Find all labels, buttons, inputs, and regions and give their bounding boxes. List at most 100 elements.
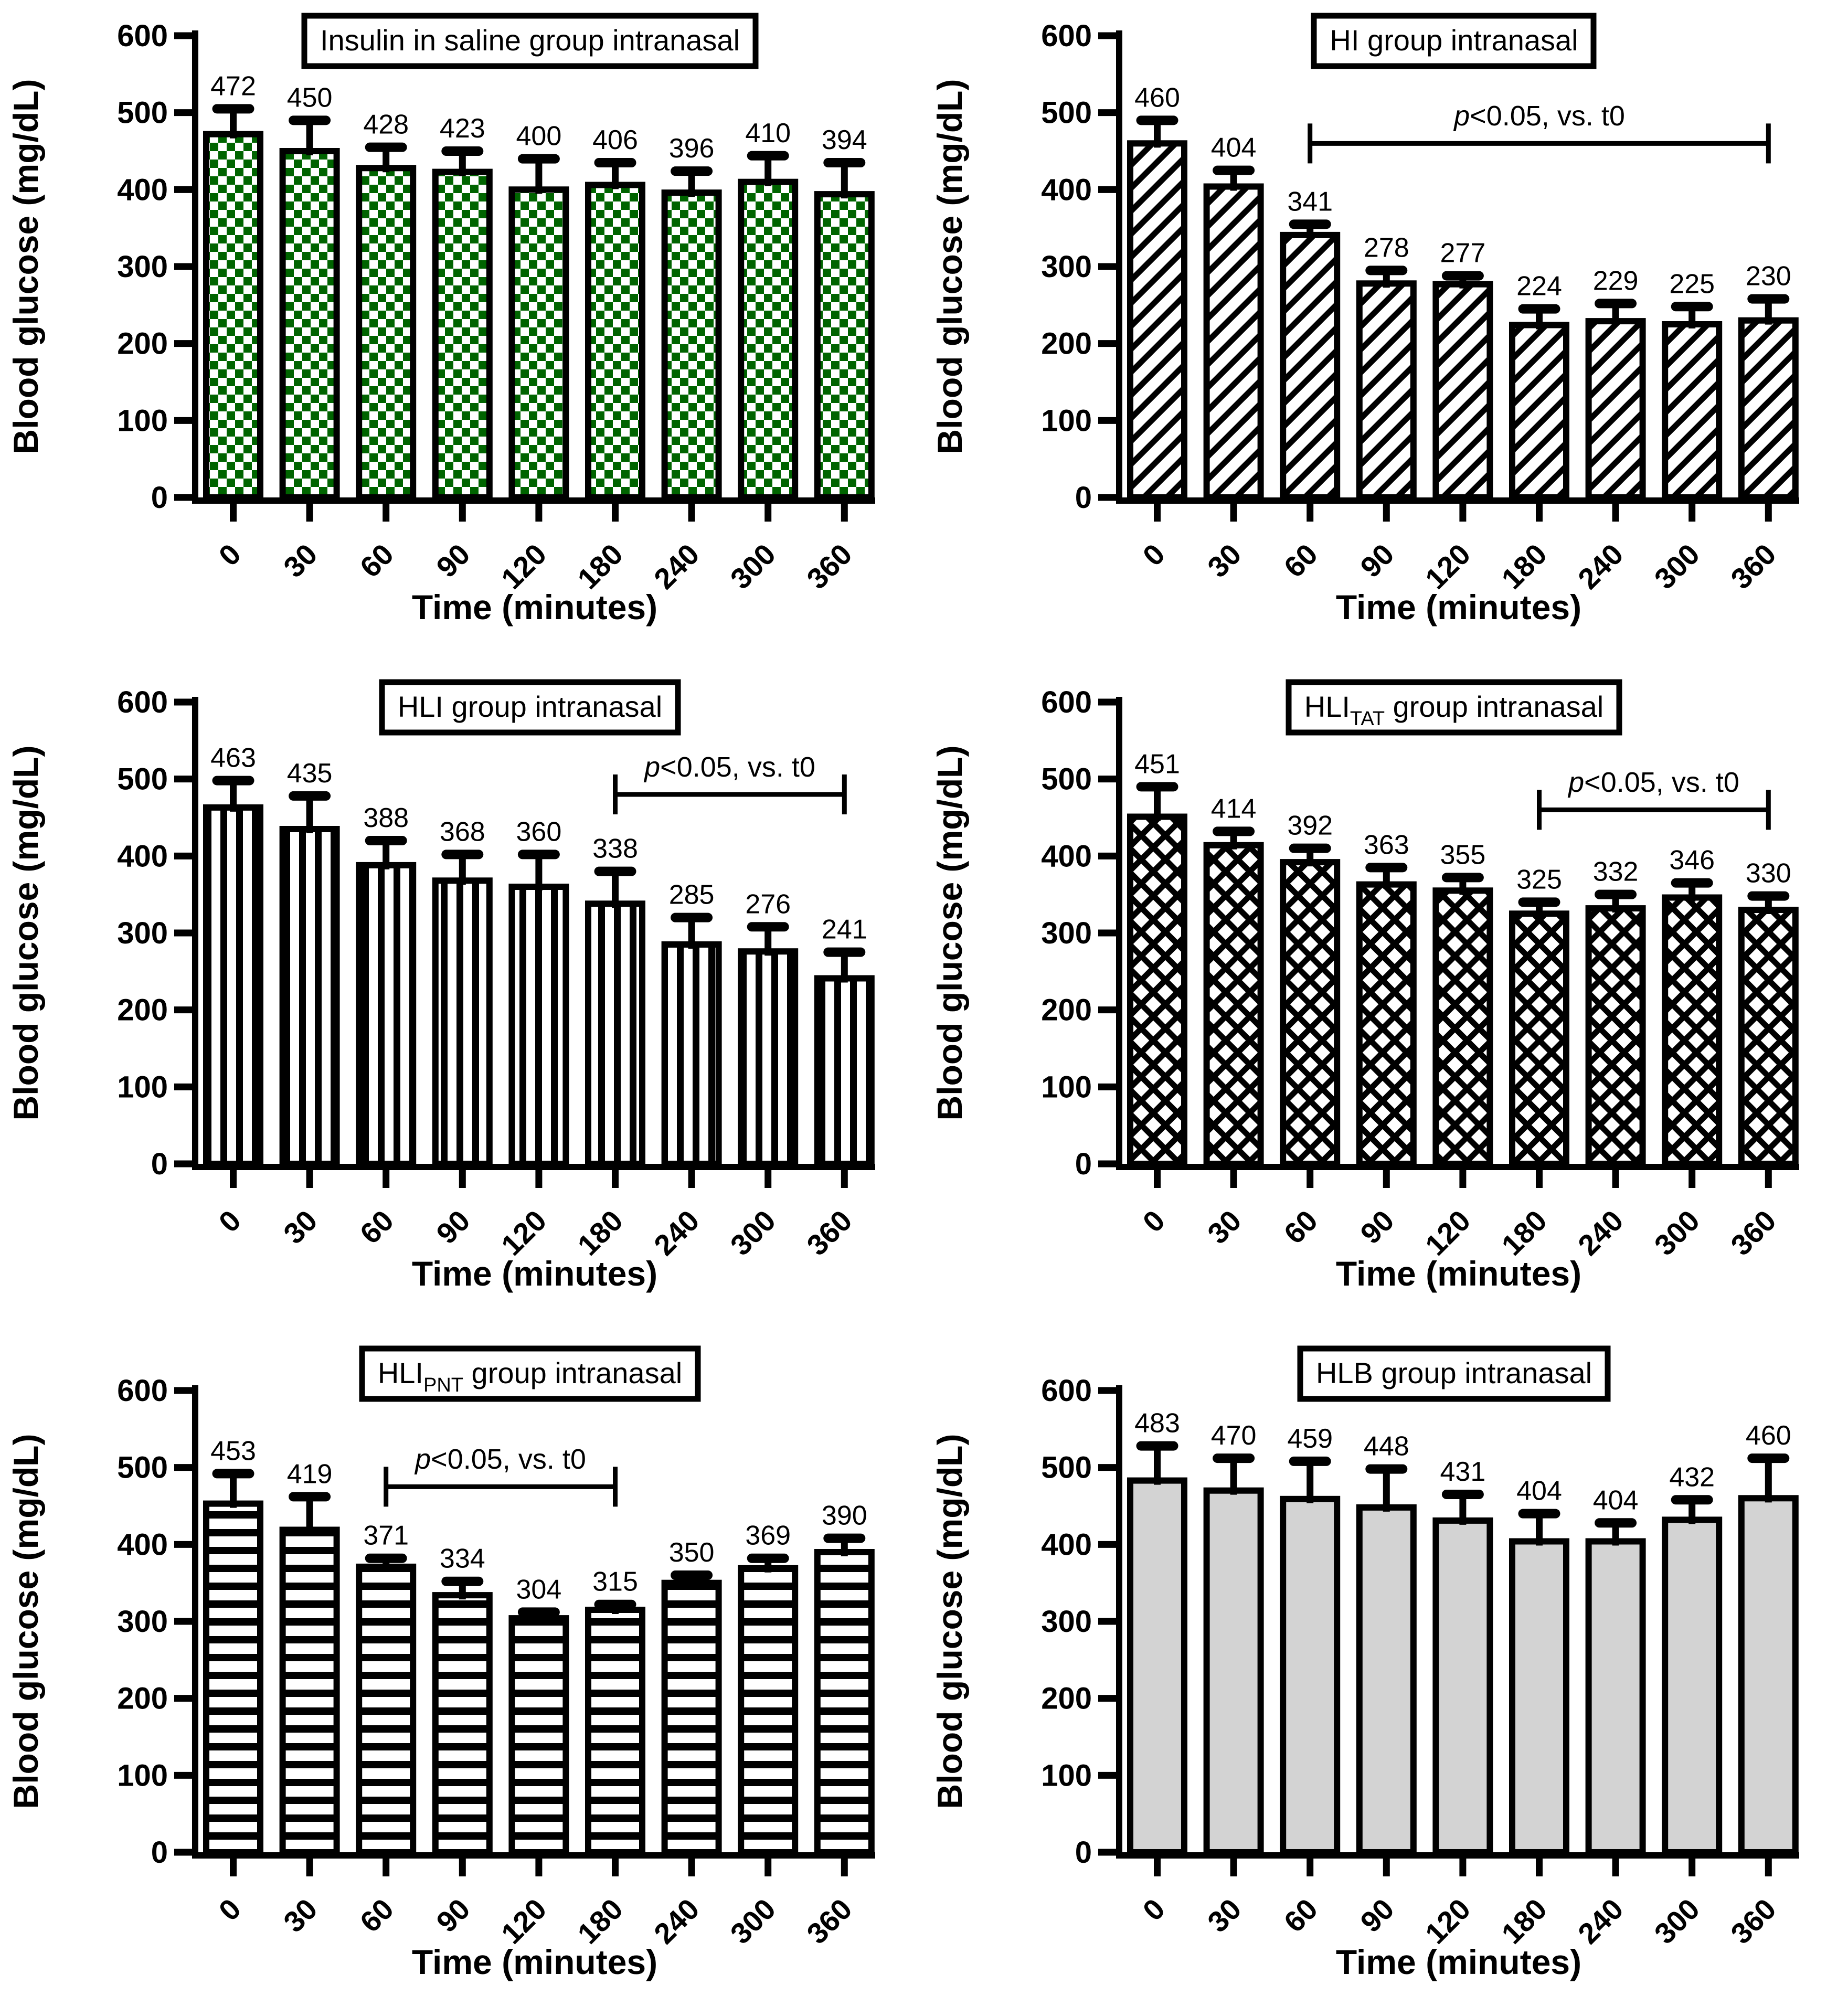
x-tick-label: 240 (1571, 537, 1630, 596)
bar-value-label: 363 (1364, 830, 1409, 860)
bar (738, 1565, 799, 1855)
x-tick-label: 0 (1136, 537, 1171, 572)
bar (1127, 813, 1187, 1167)
x-tick-label: 180 (1495, 537, 1553, 596)
panel-title-box (301, 13, 759, 69)
x-tick-label: 90 (430, 537, 476, 584)
bar-value-label: 432 (1669, 1462, 1715, 1492)
bar (1585, 1538, 1646, 1855)
y-tick-label: 100 (1041, 404, 1092, 438)
y-axis-title: Blood glucose (mg/dL) (6, 746, 45, 1121)
x-tick-label: 300 (1648, 1204, 1706, 1262)
y-tick-label: 300 (1041, 1605, 1092, 1639)
bar-value-label: 414 (1211, 793, 1257, 824)
y-tick-label: 300 (117, 916, 168, 950)
panel-title-box (1297, 1345, 1611, 1402)
bar (585, 182, 645, 501)
y-tick-label: 600 (1041, 685, 1092, 719)
y-tick-label: 0 (1075, 481, 1092, 515)
x-tick-label: 0 (1136, 1204, 1171, 1239)
bar-value-label: 410 (745, 118, 791, 148)
bar-value-label: 355 (1440, 840, 1486, 870)
x-tick-label: 300 (724, 1204, 782, 1262)
x-tick-label: 300 (724, 537, 782, 596)
x-tick-label: 360 (800, 1892, 858, 1950)
y-tick-label: 100 (117, 1070, 168, 1104)
panel-title-box (359, 1345, 701, 1402)
y-tick-label: 600 (117, 19, 168, 53)
bar (661, 189, 722, 501)
y-tick-label: 500 (117, 1451, 168, 1485)
bar (1356, 280, 1417, 501)
bar (1280, 231, 1341, 501)
bar (508, 186, 569, 501)
bar (1432, 887, 1493, 1167)
bar (356, 1563, 417, 1855)
x-tick-label: 60 (354, 1892, 400, 1939)
bar (738, 948, 799, 1167)
bar-value-label: 390 (822, 1501, 867, 1531)
x-tick-label: 90 (430, 1892, 476, 1939)
bar-value-label: 400 (516, 121, 562, 152)
x-tick-label: 120 (1419, 1892, 1477, 1950)
panel-title-box (1286, 679, 1622, 736)
x-tick-label: 30 (277, 1204, 324, 1250)
x-tick-label: 180 (1495, 1204, 1553, 1262)
y-tick-label: 0 (1075, 1147, 1092, 1181)
x-axis-title: Time (minutes) (412, 588, 657, 627)
panel-title: HLIPNT group intranasal (378, 1356, 682, 1396)
x-tick-label: 120 (495, 537, 553, 596)
bar-value-label: 346 (1669, 845, 1715, 876)
x-tick-label: 300 (724, 1892, 782, 1950)
bar-value-label: 451 (1134, 749, 1180, 779)
bar (203, 804, 263, 1167)
panel-title-group: HLI group intranasal (379, 679, 681, 736)
bar (279, 826, 340, 1167)
y-tick-label: 400 (1041, 839, 1092, 873)
panel-title: HLITAT group intranasal (1304, 690, 1603, 730)
x-tick-label: 120 (1419, 537, 1477, 596)
bar-value-label: 334 (440, 1544, 485, 1574)
y-axis-title: Blood glucose (mg/dL) (930, 79, 969, 454)
bar (814, 1549, 875, 1855)
x-axis-title: Time (minutes) (412, 1254, 657, 1293)
bar-value-label: 404 (1211, 133, 1257, 163)
y-tick-label: 400 (1041, 1527, 1092, 1562)
bar (1280, 1495, 1341, 1855)
y-tick-label: 100 (117, 404, 168, 438)
y-tick-label: 600 (117, 1374, 168, 1408)
x-tick-label: 300 (1648, 1892, 1706, 1950)
x-tick-label: 30 (277, 537, 324, 584)
panel-title-group: HLIPNT group intranasal (359, 1345, 701, 1402)
bar-value-label: 325 (1516, 864, 1562, 895)
panel-title: HI group intranasal (1330, 24, 1578, 57)
bar (1585, 318, 1646, 501)
y-tick-label: 100 (117, 1758, 168, 1792)
y-axis-title: Blood glucose (mg/dL) (930, 746, 969, 1121)
bar-value-label: 332 (1593, 857, 1639, 887)
bar (1203, 1487, 1264, 1855)
y-tick-label: 200 (1041, 1682, 1092, 1716)
y-tick-label: 100 (1041, 1070, 1092, 1104)
bar-value-label: 360 (516, 816, 562, 847)
bar (279, 148, 340, 501)
bar (432, 1592, 493, 1855)
significance-label: p<0.05, vs. t0 (1453, 100, 1625, 132)
bar (1738, 907, 1799, 1167)
chart-panel-hli: 463 435 388 368 360 338 285 276 241 0 100 200 300 400… (0, 666, 924, 1340)
x-tick-label: 240 (1571, 1204, 1630, 1262)
bar (661, 1579, 722, 1855)
y-tick-label: 100 (1041, 1758, 1092, 1792)
bar-value-label: 423 (440, 113, 485, 144)
chart-panel-hli-tat: 451 414 392 363 355 325 332 346 330 0 100 200 300 400… (924, 666, 1848, 1340)
bar-value-label: 419 (287, 1459, 333, 1489)
x-tick-label: 30 (1201, 1892, 1248, 1939)
x-tick-label: 120 (495, 1204, 553, 1262)
bar (1203, 183, 1264, 501)
chart-panel-insulin-saline: 472 450 428 423 400 406 396 410 394 0 100 200 300 400… (0, 0, 924, 673)
